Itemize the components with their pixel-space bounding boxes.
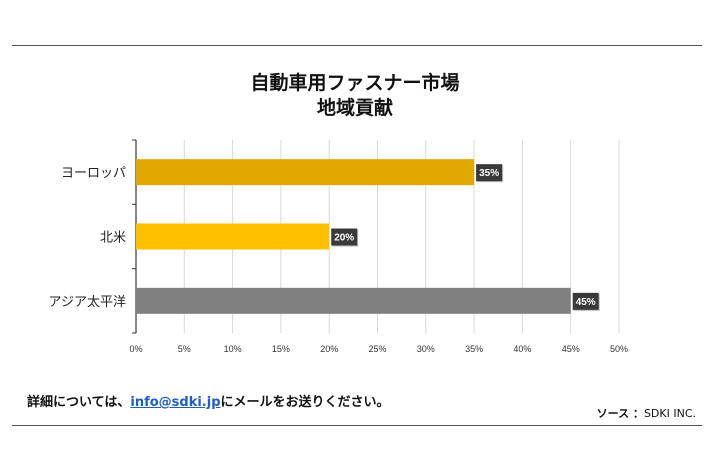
category-label: 北米 [100, 231, 126, 246]
x-tick-label: 50% [610, 344, 628, 354]
bottom-divider [12, 425, 702, 426]
x-tick-label: 45% [562, 344, 580, 354]
email-link[interactable]: info@sdki.jp [130, 395, 221, 410]
data-label: 35% [479, 168, 499, 179]
data-label: 20% [334, 233, 354, 244]
top-divider [12, 45, 702, 46]
bar-2 [136, 223, 330, 250]
category-label: アジア太平洋 [49, 295, 126, 310]
category-label: ヨーロッパ [61, 166, 126, 181]
data-label-box [572, 292, 599, 310]
data-label: 45% [576, 297, 596, 308]
source-label: ソース ： [596, 407, 644, 420]
x-tick-label: 25% [368, 344, 386, 354]
chart-title-line1: 自動車用ファスナー市場 [250, 72, 460, 94]
source-value: SDKI INC. [643, 407, 696, 420]
chart-title-line2: 地域貢献 [316, 97, 393, 119]
data-label-box [476, 164, 503, 182]
x-tick-label: 30% [417, 344, 435, 354]
bar-3 [136, 287, 571, 314]
x-tick-label: 10% [224, 344, 242, 354]
x-tick-label: 40% [513, 344, 531, 354]
x-tick-label: 15% [272, 344, 290, 354]
x-tick-label: 5% [178, 344, 191, 354]
data-label-box [331, 228, 358, 246]
source-note: ソース ：SDKI INC. [597, 405, 696, 421]
x-tick-label: 0% [129, 344, 142, 354]
bar-1 [136, 159, 475, 186]
contact-prefix: 詳細については、 [27, 395, 131, 410]
contact-suffix: にメールをお送りください。 [220, 395, 390, 410]
x-tick-label: 35% [465, 344, 483, 354]
contact-note: 詳細については、info@sdki.jpにメールをお送りください。 [27, 391, 390, 410]
x-tick-label: 20% [320, 344, 338, 354]
